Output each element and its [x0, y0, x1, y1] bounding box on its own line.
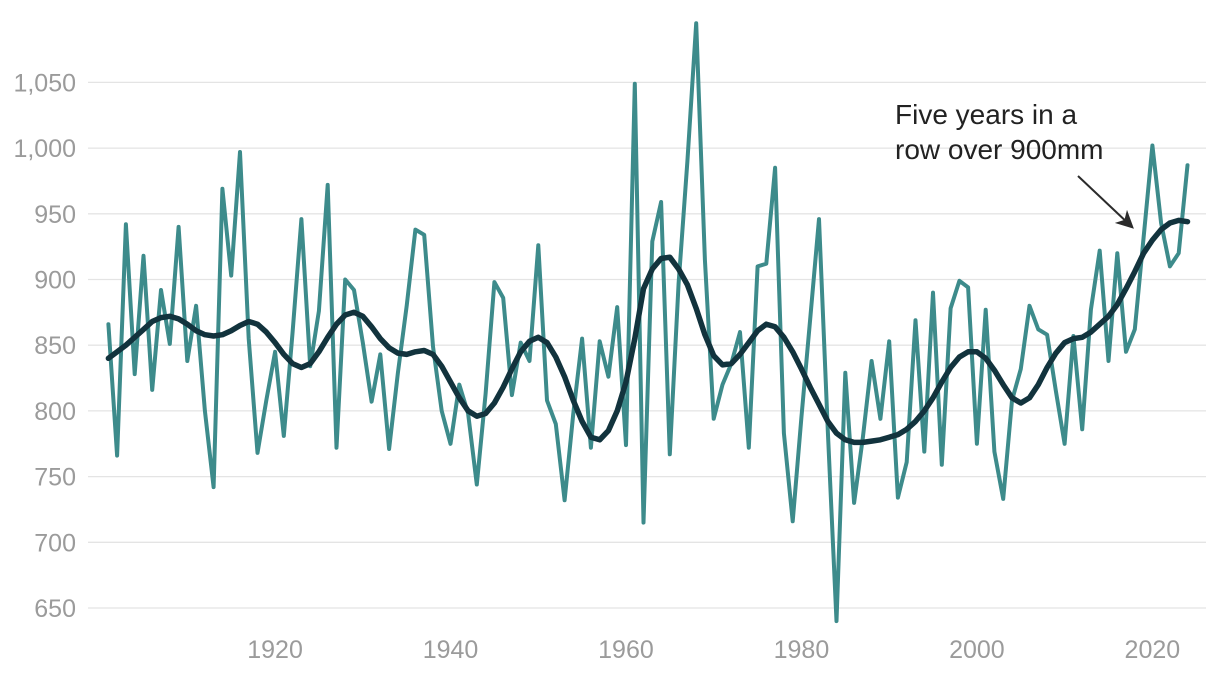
- annotation-label: Five years in a row over 900mm: [895, 97, 1155, 167]
- smoothed-trend-mm-line: [105, 217, 1191, 446]
- y-axis-label-900: 900: [34, 267, 76, 295]
- x-axis-label-2000: 2000: [949, 636, 1005, 664]
- annotation-line-2: row over 900mm: [895, 134, 1104, 165]
- annotation-arrow: [1077, 175, 1134, 229]
- annotation-line-1: Five years in a: [895, 99, 1078, 130]
- y-axis-label-1000: 1,000: [13, 135, 76, 163]
- y-axis-label-1050: 1,050: [13, 69, 76, 97]
- x-axis-label-1960: 1960: [598, 636, 654, 664]
- annual-rainfall-mm-line: [106, 21, 1190, 624]
- x-axis-label-2020: 2020: [1125, 636, 1181, 664]
- y-axis-label-950: 950: [34, 201, 76, 229]
- y-axis-label-800: 800: [34, 398, 76, 426]
- y-axis-label-850: 850: [34, 332, 76, 360]
- x-axis-label-1920: 1920: [247, 636, 303, 664]
- y-axis-label-650: 650: [34, 595, 76, 623]
- y-axis-label-750: 750: [34, 464, 76, 492]
- x-axis-label-1940: 1940: [423, 636, 479, 664]
- y-axis-label-700: 700: [34, 529, 76, 557]
- x-axis-label-1980: 1980: [774, 636, 830, 664]
